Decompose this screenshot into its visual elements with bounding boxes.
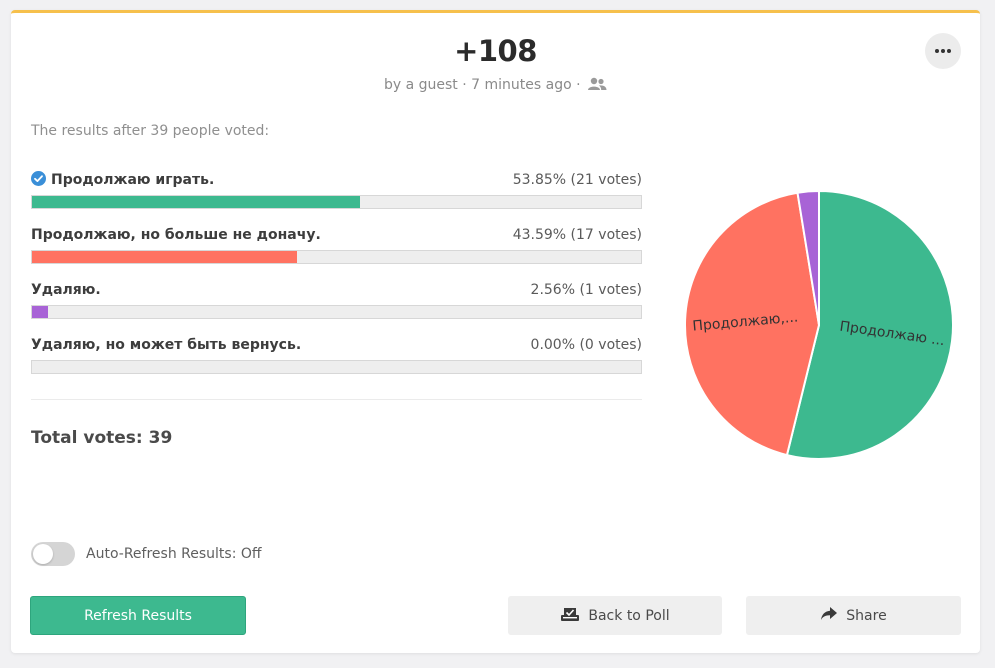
checkmark-icon: [31, 170, 46, 190]
pie-slice: [684, 191, 821, 457]
results-options-list: Продолжаю играть. 53.85% (21 votes) Прод…: [31, 170, 642, 390]
result-option: Удаляю. 2.56% (1 votes): [31, 280, 642, 335]
result-option: Удаляю, но может быть вернусь. 0.00% (0 …: [31, 335, 642, 390]
ballot-box-icon: [560, 606, 580, 626]
back-to-poll-button[interactable]: Back to Poll: [508, 596, 722, 635]
auto-refresh-row: Auto-Refresh Results: Off: [31, 542, 262, 566]
results-pie-chart: Продолжаю ...Продолжаю,...: [684, 189, 954, 460]
total-votes: Total votes: 39: [31, 428, 173, 448]
result-option-label: Продолжаю играть.: [51, 172, 215, 188]
share-button[interactable]: Share: [746, 596, 961, 635]
pie-slice: [796, 189, 820, 326]
people-icon: [587, 77, 607, 95]
more-options-button[interactable]: [925, 33, 961, 69]
result-option-percent: 43.59% (17 votes): [512, 227, 642, 243]
result-bar-fill: [32, 306, 48, 318]
result-bar-fill: [32, 251, 298, 263]
result-option-percent: 53.85% (21 votes): [512, 172, 642, 188]
refresh-results-label: Refresh Results: [84, 607, 192, 624]
result-option-label-wrap: Продолжаю играть.: [31, 170, 215, 190]
results-subtitle: The results after 39 people voted:: [31, 123, 270, 139]
result-option-label: Продолжаю, но больше не доначу.: [31, 227, 321, 243]
poll-results-card: +108 by a guest · 7 minutes ago · The re…: [11, 10, 980, 653]
poll-meta: by a guest · 7 minutes ago ·: [11, 77, 980, 95]
toggle-knob: [33, 544, 53, 564]
poll-meta-text: by a guest · 7 minutes ago ·: [383, 77, 581, 93]
result-bar-fill: [32, 196, 360, 208]
auto-refresh-label: Auto-Refresh Results: Off: [86, 546, 262, 562]
result-bar-track: [31, 195, 642, 209]
results-divider: [31, 399, 642, 400]
result-bar-track: [31, 250, 642, 264]
result-option-label: Удаляю.: [31, 282, 101, 298]
share-arrow-icon: [820, 606, 838, 625]
share-label: Share: [846, 607, 887, 624]
refresh-results-button[interactable]: Refresh Results: [30, 596, 246, 635]
result-option-label: Удаляю, но может быть вернусь.: [31, 337, 302, 353]
more-dots-icon: [934, 49, 952, 53]
auto-refresh-toggle[interactable]: [31, 542, 75, 566]
pie-slice: [785, 189, 954, 460]
result-option-percent: 0.00% (0 votes): [530, 337, 642, 353]
poll-title: +108: [454, 34, 537, 68]
result-option-percent: 2.56% (1 votes): [530, 282, 642, 298]
result-option: Продолжаю играть. 53.85% (21 votes): [31, 170, 642, 225]
result-option: Продолжаю, но больше не доначу. 43.59% (…: [31, 225, 642, 280]
result-bar-track: [31, 360, 642, 374]
back-to-poll-label: Back to Poll: [588, 607, 670, 624]
result-bar-track: [31, 305, 642, 319]
